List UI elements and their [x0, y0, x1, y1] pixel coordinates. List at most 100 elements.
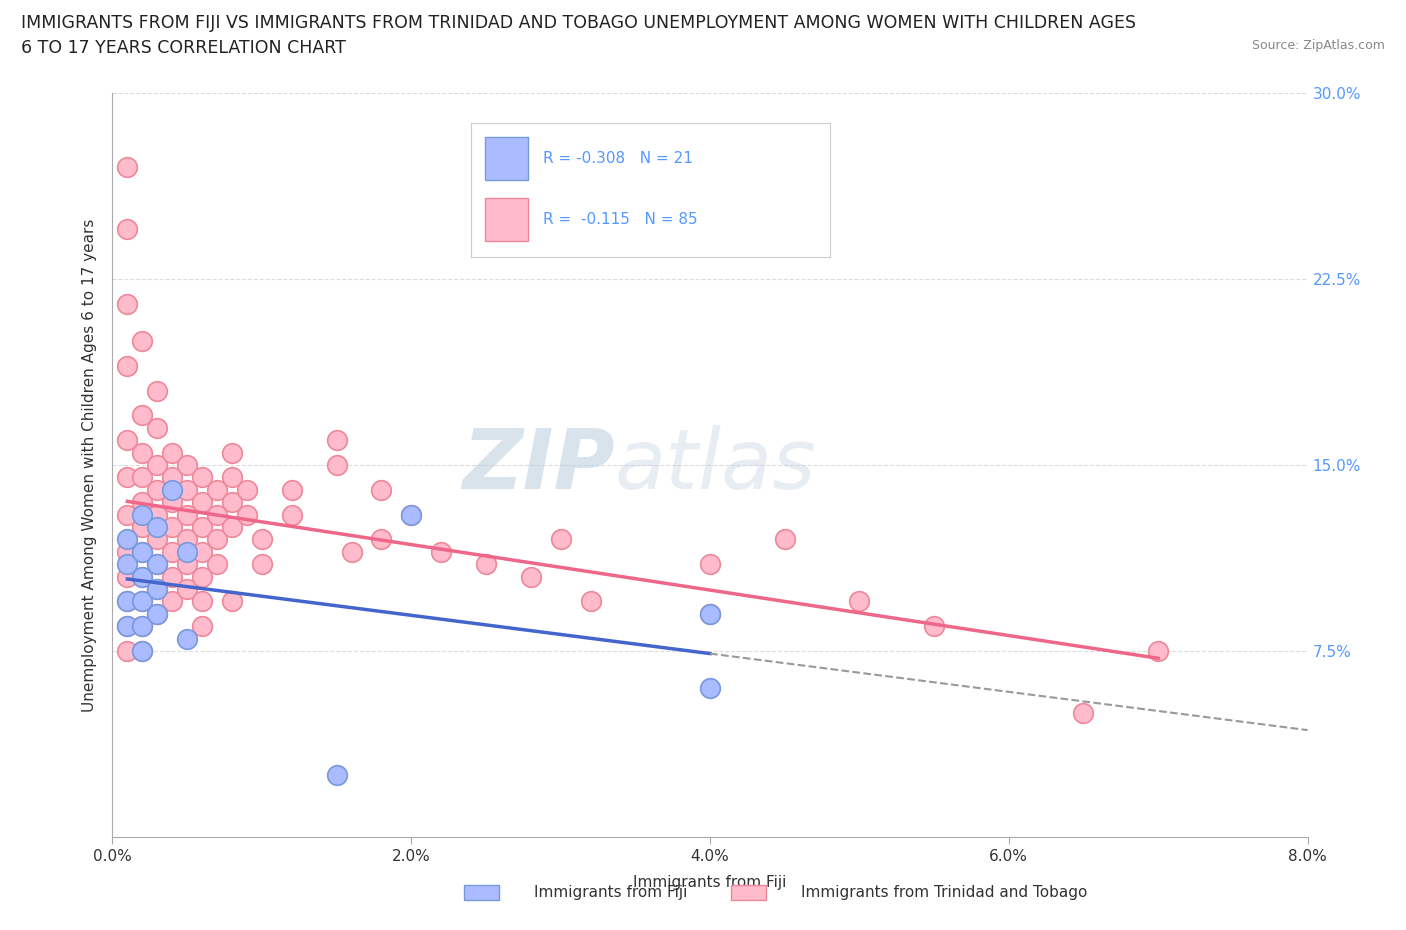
Point — [131, 569, 153, 584]
Point — [1073, 706, 1095, 721]
Point — [117, 358, 139, 373]
Point — [1147, 644, 1170, 658]
Point — [430, 544, 453, 559]
Point — [205, 557, 228, 572]
Point — [191, 544, 214, 559]
Point — [699, 606, 721, 621]
Point — [176, 557, 198, 572]
Point — [579, 594, 602, 609]
Point — [520, 569, 543, 584]
Point — [205, 483, 228, 498]
Point — [922, 618, 945, 633]
Point — [162, 495, 183, 510]
Point — [131, 408, 153, 423]
Point — [281, 507, 304, 522]
Text: Immigrants from Trinidad and Tobago: Immigrants from Trinidad and Tobago — [801, 885, 1088, 900]
Point — [131, 495, 153, 510]
Point — [131, 334, 153, 349]
Point — [146, 557, 169, 572]
Point — [146, 532, 169, 547]
Point — [131, 594, 153, 609]
Point — [131, 644, 153, 658]
Point — [176, 544, 198, 559]
Point — [401, 507, 423, 522]
Point — [699, 606, 721, 621]
Point — [191, 470, 214, 485]
Point — [146, 557, 169, 572]
Text: IMMIGRANTS FROM FIJI VS IMMIGRANTS FROM TRINIDAD AND TOBAGO UNEMPLOYMENT AMONG W: IMMIGRANTS FROM FIJI VS IMMIGRANTS FROM … — [21, 14, 1136, 32]
Point — [236, 507, 259, 522]
Point — [221, 594, 243, 609]
Point — [146, 606, 169, 621]
Point — [131, 618, 153, 633]
Text: atlas: atlas — [614, 424, 815, 506]
Point — [205, 532, 228, 547]
Text: ZIP: ZIP — [461, 424, 614, 506]
Point — [162, 544, 183, 559]
Point — [325, 432, 347, 447]
Text: Immigrants from Fiji: Immigrants from Fiji — [534, 885, 688, 900]
Point — [699, 681, 721, 696]
Point — [191, 520, 214, 535]
Point — [117, 569, 139, 584]
Point — [325, 767, 347, 782]
Point — [131, 569, 153, 584]
Point — [146, 420, 169, 435]
Point — [250, 557, 273, 572]
Point — [176, 507, 198, 522]
Point — [221, 520, 243, 535]
Point — [221, 445, 243, 460]
Point — [117, 432, 139, 447]
Text: Source: ZipAtlas.com: Source: ZipAtlas.com — [1251, 39, 1385, 52]
Point — [146, 483, 169, 498]
Point — [117, 594, 139, 609]
Point — [146, 507, 169, 522]
Point — [221, 470, 243, 485]
Point — [131, 544, 153, 559]
Point — [117, 618, 139, 633]
Point — [191, 569, 214, 584]
Point — [370, 532, 392, 547]
Point — [117, 644, 139, 658]
Point — [191, 495, 214, 510]
Point — [117, 618, 139, 633]
Point — [117, 557, 139, 572]
Point — [146, 458, 169, 472]
Point — [162, 594, 183, 609]
Point — [773, 532, 796, 547]
Text: 6 TO 17 YEARS CORRELATION CHART: 6 TO 17 YEARS CORRELATION CHART — [21, 39, 346, 57]
Point — [131, 445, 153, 460]
Y-axis label: Unemployment Among Women with Children Ages 6 to 17 years: Unemployment Among Women with Children A… — [82, 219, 97, 711]
Point — [162, 569, 183, 584]
X-axis label: Immigrants from Fiji: Immigrants from Fiji — [633, 875, 787, 890]
Point — [848, 594, 870, 609]
Point — [176, 581, 198, 596]
Point — [117, 544, 139, 559]
Point — [325, 458, 347, 472]
Point — [699, 557, 721, 572]
Point — [117, 594, 139, 609]
Point — [117, 532, 139, 547]
Point — [401, 507, 423, 522]
Point — [191, 594, 214, 609]
Point — [176, 631, 198, 646]
Point — [162, 520, 183, 535]
Point — [250, 532, 273, 547]
Point — [131, 507, 153, 522]
Point — [176, 483, 198, 498]
Point — [146, 606, 169, 621]
Point — [191, 618, 214, 633]
Point — [146, 581, 169, 596]
Point — [146, 520, 169, 535]
Point — [131, 544, 153, 559]
Point — [131, 644, 153, 658]
Point — [370, 483, 392, 498]
Point — [475, 557, 498, 572]
Point — [117, 222, 139, 237]
Point — [176, 458, 198, 472]
Point — [221, 495, 243, 510]
Point — [205, 507, 228, 522]
Point — [117, 507, 139, 522]
Point — [117, 470, 139, 485]
Point — [131, 618, 153, 633]
